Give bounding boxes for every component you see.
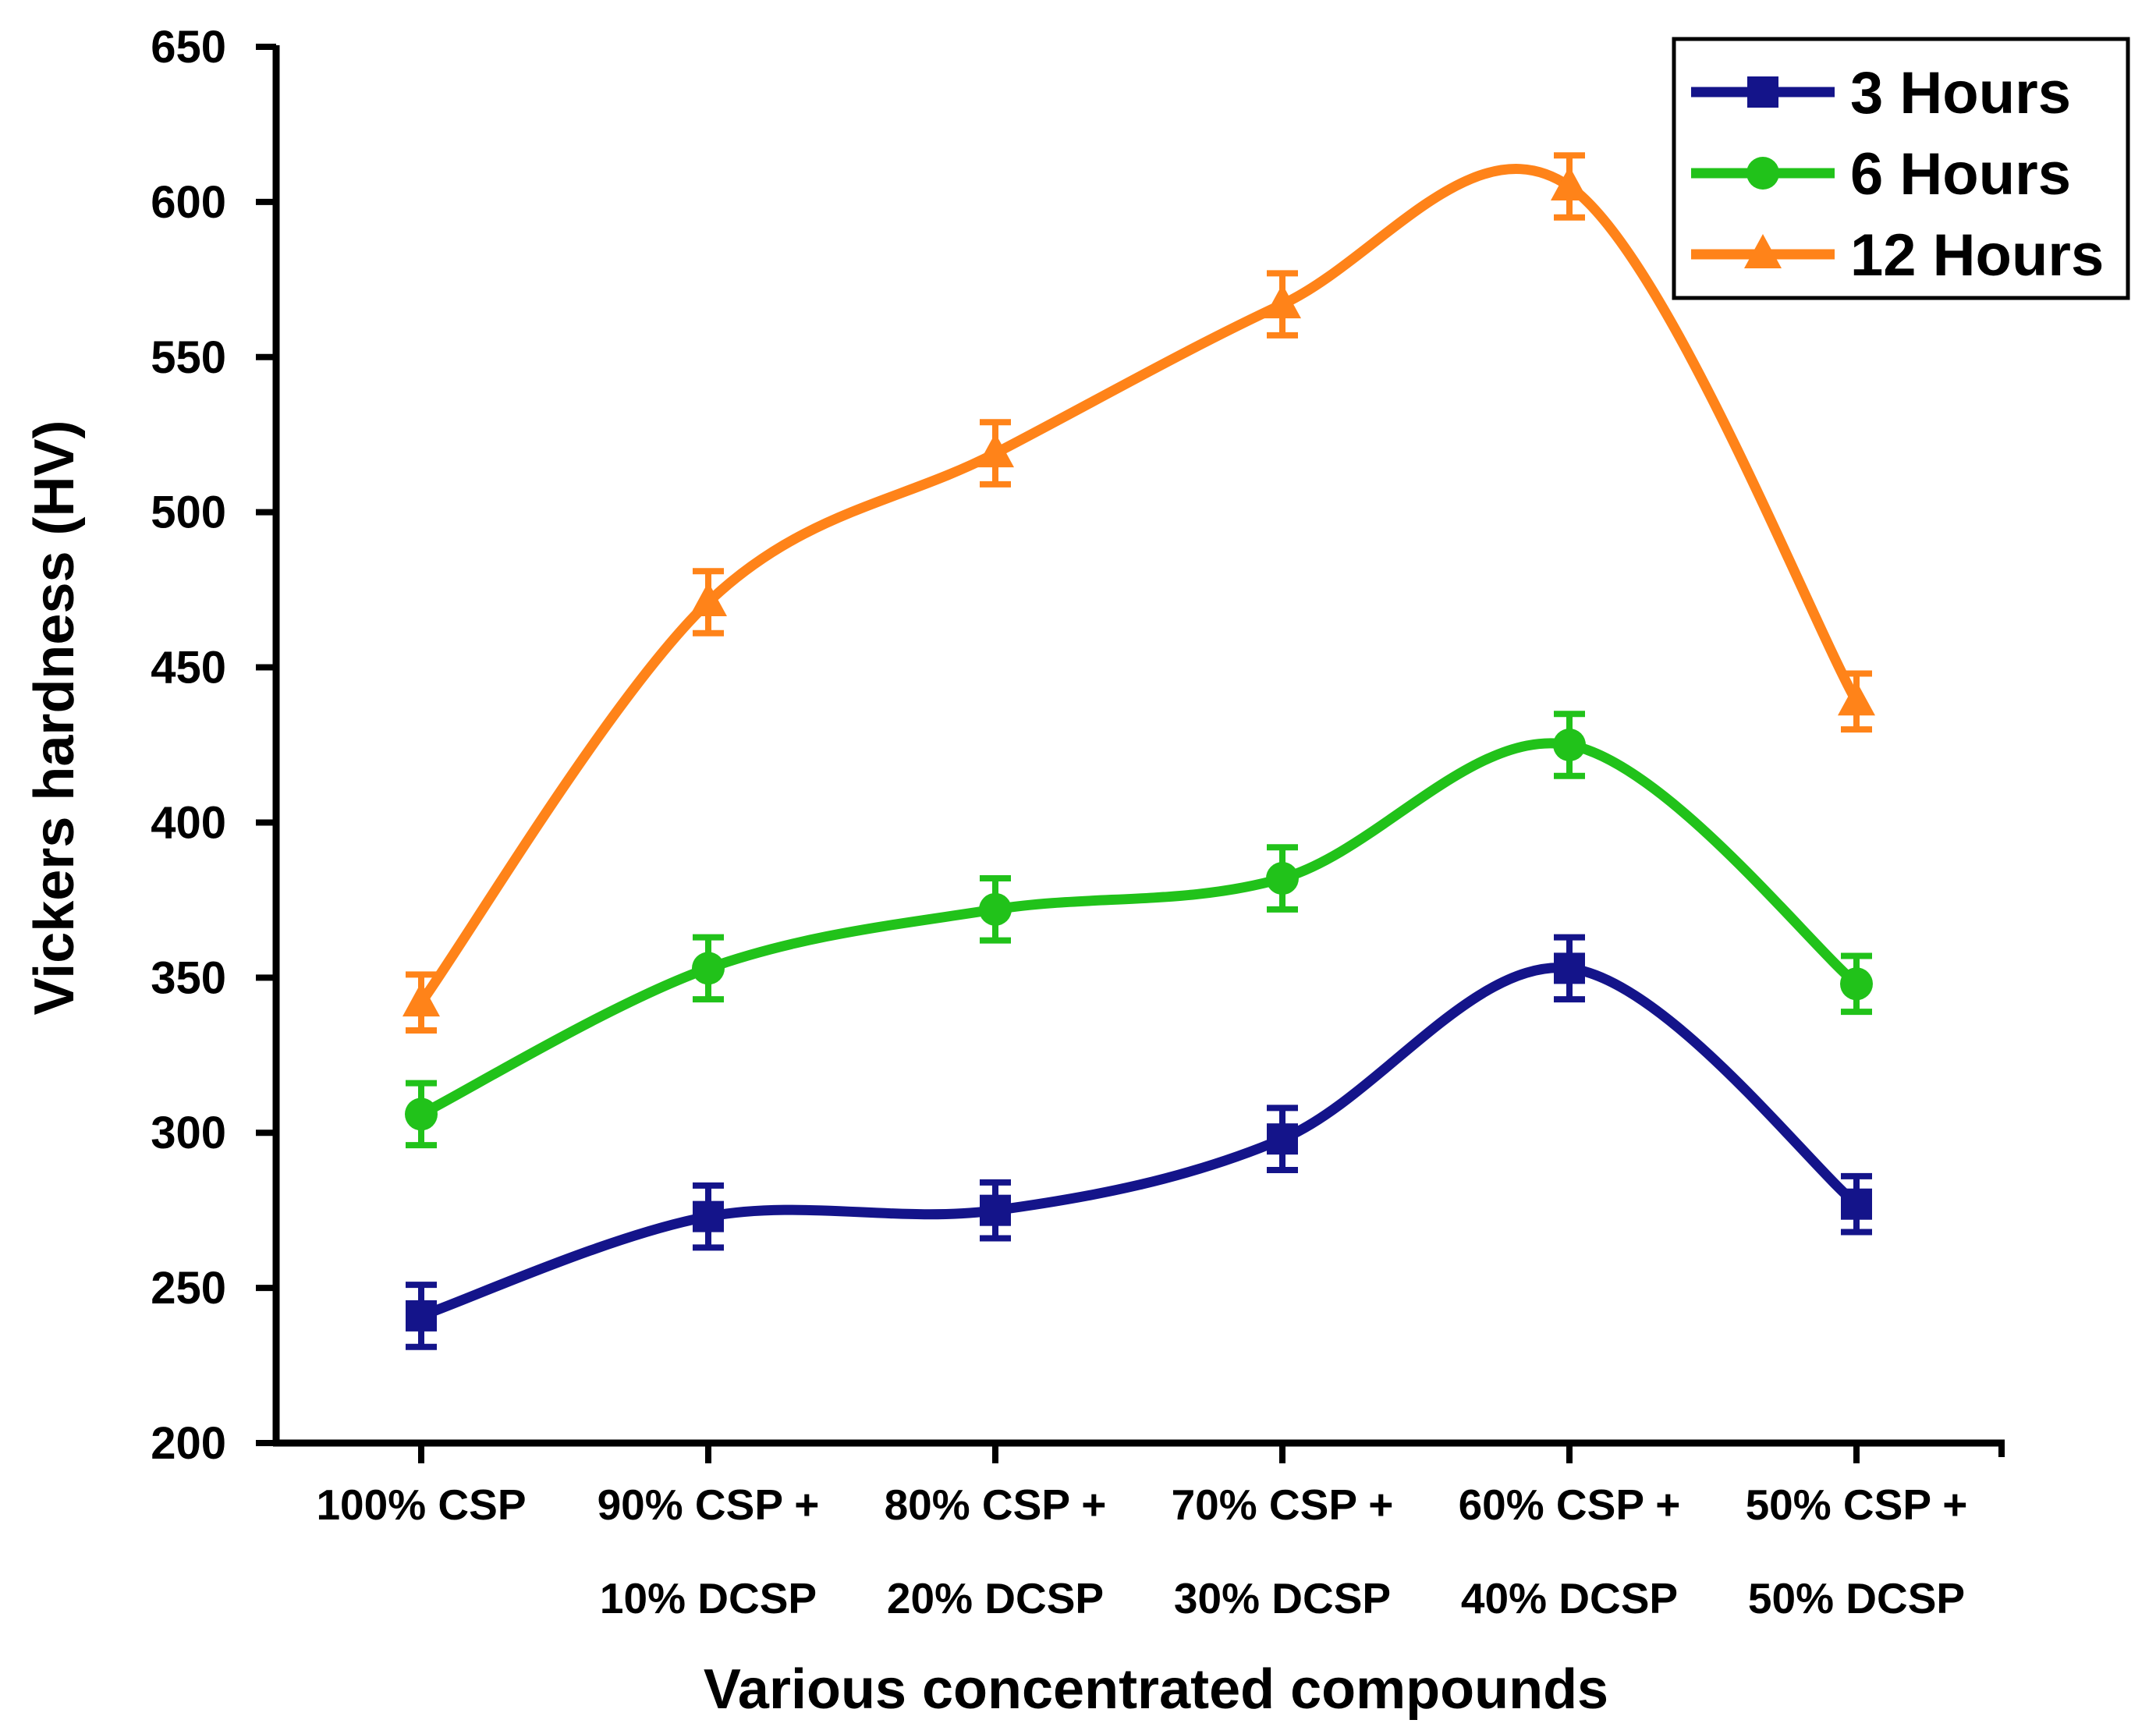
y-tick-label: 200 — [151, 1418, 226, 1469]
series-3-hours — [406, 934, 1872, 1350]
y-tick-label: 400 — [151, 797, 226, 848]
data-point — [1840, 967, 1873, 1001]
legend-label: 6 Hours — [1850, 141, 2071, 207]
data-point — [1267, 1123, 1298, 1155]
series-line — [416, 738, 1862, 1119]
y-tick-label: 550 — [151, 332, 226, 383]
x-tick-label-line2: 20% DCSP — [887, 1574, 1104, 1622]
legend-swatch-marker — [1746, 157, 1779, 190]
data-point — [979, 892, 1012, 926]
y-tick-label: 300 — [151, 1108, 226, 1158]
series-layer — [402, 152, 1875, 1350]
legend-swatch-marker — [1747, 76, 1778, 108]
data-point — [1264, 284, 1301, 319]
data-point — [1841, 1188, 1872, 1220]
x-tick-label-line2: 30% DCSP — [1174, 1574, 1391, 1622]
y-tick-label: 450 — [151, 643, 226, 693]
x-tick-label-line2: 40% DCSP — [1461, 1574, 1678, 1622]
data-point — [1266, 862, 1299, 895]
axes — [272, 45, 2005, 1457]
x-tick-label: 60% CSP + — [1459, 1480, 1681, 1529]
legend-label: 3 Hours — [1850, 60, 2071, 126]
series-12-hours — [402, 152, 1875, 1034]
data-point — [402, 982, 440, 1017]
data-point — [1553, 729, 1586, 761]
x-tick-label-line2: 50% DCSP — [1748, 1574, 1965, 1622]
x-tick-label: 100% CSP — [316, 1480, 526, 1529]
y-tick-label: 350 — [151, 952, 226, 1003]
legend-items: 3 Hours 6 Hours 12 Hours — [1691, 60, 2104, 289]
data-point — [693, 1200, 724, 1232]
y-tick-label: 600 — [151, 177, 226, 228]
x-tick-label: 90% CSP + — [598, 1480, 820, 1529]
legend-item-12-hours: 12 Hours — [1691, 222, 2104, 289]
series-line — [416, 963, 1862, 1321]
x-tick-label: 70% CSP + — [1172, 1480, 1394, 1529]
data-point — [980, 1194, 1011, 1226]
y-tick-label: 250 — [151, 1263, 226, 1314]
data-point — [405, 1097, 438, 1131]
data-point — [1554, 952, 1585, 984]
ticks: 200 250 300 350 400 450 500 550 600 650 100% CSP 90… — [151, 22, 1967, 1622]
legend-item-3-hours: 3 Hours — [1691, 60, 2071, 126]
data-point — [406, 1300, 437, 1332]
data-point — [1551, 166, 1588, 200]
legend: 3 Hours 6 Hours 12 Hours — [1672, 37, 2130, 300]
x-tick-label-line2: 10% DCSP — [600, 1574, 817, 1622]
y-tick-label: 650 — [151, 22, 226, 73]
legend-swatch-marker — [1744, 234, 1782, 268]
series-line — [416, 164, 1862, 1008]
data-point — [690, 582, 727, 617]
data-point — [692, 952, 725, 985]
series-6-hours — [405, 711, 1873, 1149]
x-axis-title: Various concentrated compounds — [704, 1658, 1608, 1721]
x-tick-label: 80% CSP + — [885, 1480, 1107, 1529]
x-tick-label: 50% CSP + — [1746, 1480, 1968, 1529]
data-point — [977, 433, 1014, 468]
y-axis-title: Vickers hardness (HV) — [23, 420, 86, 1015]
legend-label: 12 Hours — [1850, 222, 2104, 289]
y-tick-label: 500 — [151, 488, 226, 538]
legend-item-6-hours: 6 Hours — [1691, 141, 2071, 207]
data-point — [1838, 681, 1875, 716]
